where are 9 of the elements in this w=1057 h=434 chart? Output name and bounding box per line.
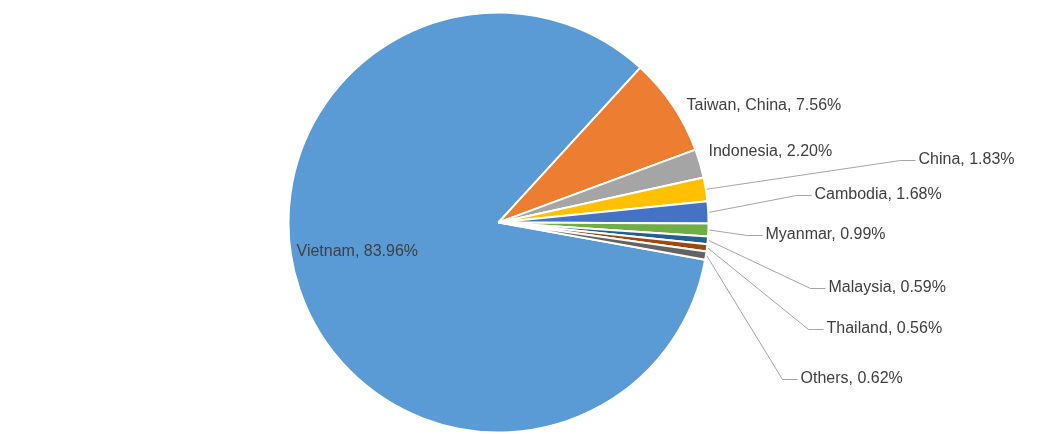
slice-label: Thailand, 0.56% xyxy=(826,319,943,336)
slice-label: China, 1.83% xyxy=(918,150,1015,167)
slice-label: Others, 0.62% xyxy=(800,369,903,386)
slice-label: Malaysia, 0.59% xyxy=(828,278,946,295)
slice-label: Cambodia, 1.68% xyxy=(814,185,942,202)
slice-label: Taiwan, China, 7.56% xyxy=(686,96,842,113)
slice-label: Vietnam, 83.96% xyxy=(296,242,419,259)
slice-label: Indonesia, 2.20% xyxy=(708,142,833,159)
slice-label: Myanmar, 0.99% xyxy=(765,225,886,242)
